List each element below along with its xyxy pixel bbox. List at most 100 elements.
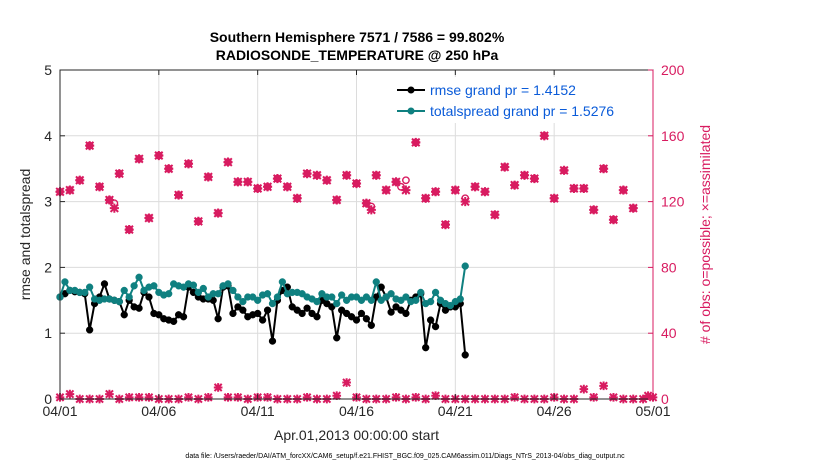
- totalspread-point: [199, 284, 207, 293]
- obs-assimilated-marker: [213, 208, 223, 218]
- totalspread-point: [426, 297, 435, 306]
- x-tick-label: 04/26: [537, 403, 572, 419]
- obs-bottom-marker: [431, 391, 440, 401]
- totalspread-point: [115, 297, 123, 306]
- obs-assimilated-marker: [322, 175, 332, 185]
- rmse-point: [362, 315, 371, 323]
- y-right-tick-label: 80: [661, 259, 677, 275]
- obs-bottom-marker: [589, 393, 599, 402]
- obs-assimilated-marker: [361, 198, 371, 208]
- legend-spread-marker: [407, 107, 415, 115]
- obs-assimilated-marker: [233, 177, 243, 187]
- y-right-tick-label: 200: [661, 62, 685, 78]
- totalspread-point: [278, 278, 287, 286]
- obs-bottom-marker: [233, 393, 243, 402]
- footer-data-file: data file: /Users/raeder/DAI/ATM_forcXX/…: [185, 453, 625, 460]
- obs-bottom-marker: [609, 393, 618, 402]
- obs-bottom-marker: [391, 393, 401, 402]
- rmse-point: [431, 322, 440, 331]
- obs-bottom-marker: [643, 391, 653, 401]
- rmse-point: [100, 280, 109, 288]
- rmse-point: [239, 306, 247, 314]
- obs-assimilated-marker: [618, 185, 628, 195]
- legend-rmse-marker: [407, 86, 415, 94]
- obs-assimilated-marker: [599, 164, 609, 174]
- rmse-point: [170, 317, 178, 326]
- obs-assimilated-marker: [203, 172, 213, 182]
- obs-assimilated-marker: [519, 170, 530, 180]
- legend: rmse grand pr = 1.4152 totalspread grand…: [390, 77, 648, 123]
- series-lines: [56, 262, 469, 359]
- obs-assimilated-marker: [124, 225, 134, 235]
- totalspread-point: [461, 262, 469, 270]
- totalspread-point: [417, 288, 425, 297]
- y-right-tick-label: 40: [661, 325, 677, 341]
- x-tick-label: 04/16: [339, 403, 374, 419]
- rmse-point: [303, 304, 311, 312]
- obs-assimilated-marker: [174, 190, 184, 200]
- totalspread-point: [313, 297, 321, 306]
- obs-assimilated-marker: [193, 216, 203, 226]
- totalspread-point: [268, 299, 277, 308]
- totalspread-point: [81, 288, 89, 297]
- obs-assimilated-marker: [608, 215, 619, 225]
- rmse-point: [86, 326, 94, 334]
- totalspread-point: [263, 290, 272, 298]
- totalspread-point: [234, 293, 242, 301]
- rmse-point: [135, 304, 143, 312]
- obs-assimilated-marker: [134, 154, 144, 164]
- rmse-point: [179, 313, 188, 321]
- rmse-point: [333, 334, 341, 342]
- x-tick-label: 04/06: [141, 403, 176, 419]
- obs-assimilated-marker: [332, 195, 342, 205]
- rmse-point: [402, 309, 410, 318]
- obs-assimilated-marker: [183, 159, 194, 169]
- y-axis-left-label: rmse and totalspread: [17, 169, 33, 301]
- obs-assimilated-marker: [164, 164, 174, 174]
- totalspread-point: [333, 299, 341, 308]
- rmse-point: [422, 344, 430, 352]
- obs-assimilated-marker: [381, 185, 391, 195]
- rmse-point: [367, 321, 375, 329]
- obs-assimilated-marker: [282, 182, 292, 192]
- totalspread-point: [328, 293, 336, 301]
- obs-assimilated-marker: [549, 193, 559, 203]
- rmse-point: [145, 293, 153, 301]
- totalspread-point: [402, 293, 410, 301]
- legend-box: [390, 77, 648, 123]
- rmse-point: [263, 306, 272, 314]
- totalspread-point: [86, 283, 94, 291]
- obs-assimilated-marker: [351, 178, 362, 189]
- obs-assimilated-marker: [460, 197, 470, 207]
- obs-bottom-marker: [579, 384, 589, 394]
- y-right-tick-label: 0: [661, 391, 669, 407]
- obs-assimilated-marker: [85, 141, 95, 151]
- obs-bottom-marker: [263, 393, 272, 402]
- rmse-point: [254, 309, 262, 318]
- totalspread-point: [120, 286, 128, 295]
- totalspread-point: [125, 293, 133, 301]
- y-left-tick-label: 0: [44, 391, 52, 407]
- y-left-tick-label: 1: [44, 325, 52, 341]
- totalspread-point: [239, 297, 247, 306]
- obs-assimilated-marker: [253, 183, 263, 193]
- obs-assimilated-marker: [470, 182, 480, 192]
- obs-bottom-marker: [302, 393, 312, 402]
- totalspread-point: [446, 301, 455, 310]
- obs-assimilated-marker: [144, 213, 154, 223]
- obs-bottom-marker: [203, 393, 213, 402]
- obs-assimilated-marker: [500, 162, 510, 172]
- totalspread-point: [412, 296, 420, 304]
- obs-assimilated-marker: [342, 170, 352, 180]
- obs-bottom-marker: [134, 393, 144, 402]
- rmse-point: [268, 337, 277, 345]
- totalspread-point: [273, 293, 282, 301]
- x-axis-label: Apr.01,2013 00:00:00 start: [274, 427, 439, 443]
- chart-title-line2: RADIOSONDE_TEMPERATURE @ 250 hPa: [216, 47, 499, 63]
- y-left-tick-label: 4: [44, 128, 52, 144]
- obs-assimilated-marker: [401, 185, 411, 195]
- obs-assimilated-marker: [589, 205, 599, 215]
- y-left-tick-label: 2: [44, 259, 52, 275]
- rmse-point: [357, 309, 366, 318]
